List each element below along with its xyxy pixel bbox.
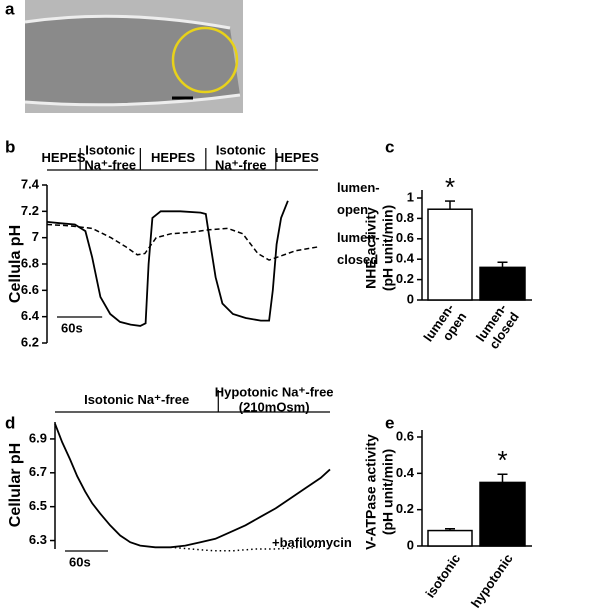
y-tick-label: 0.8 <box>396 210 414 225</box>
y-tick-label: 0.4 <box>396 251 415 266</box>
y-tick-label: 6.5 <box>29 498 47 513</box>
y-tick-label: 6.9 <box>29 430 47 445</box>
lumen-circle <box>171 26 239 94</box>
condition-label: HEPES <box>42 150 86 165</box>
category-label-group: lumen-closed <box>473 301 522 352</box>
y-tick-label: 0 <box>407 537 414 552</box>
y-tick-label: 6.6 <box>21 282 39 297</box>
y-tick-label: 6.7 <box>29 464 47 479</box>
series-label-line: lumen- <box>337 230 380 245</box>
y-tick-label: 6.4 <box>21 308 40 323</box>
series-label-line: lumen- <box>337 180 380 195</box>
y-axis-title: (pH unit/min) <box>380 449 396 535</box>
condition-label: Isotonic Na⁺-free <box>84 392 189 407</box>
significance-mark: * <box>497 445 507 475</box>
y-tick-label: 1 <box>407 189 414 204</box>
cell-body <box>25 16 240 105</box>
cell-edge <box>24 93 241 107</box>
y-tick-label: 7.4 <box>21 176 40 191</box>
x-tick-label: hypotonic <box>468 551 516 610</box>
y-tick-label: 0.6 <box>396 230 414 245</box>
micrograph <box>24 0 243 113</box>
condition-label: Isotonic Na⁺-free <box>215 143 267 173</box>
bar <box>427 529 473 547</box>
condition-label-line: HEPES <box>275 150 319 165</box>
data-line <box>46 200 289 327</box>
y-axis-title: Cellula pH <box>7 225 24 303</box>
y-tick-label: 0.6 <box>396 428 414 443</box>
category-label-group: hypotonic <box>468 551 516 610</box>
condition-label-line: HEPES <box>42 150 86 165</box>
condition-label: HEPES <box>151 150 195 165</box>
scale-bar-label: 60s <box>61 320 83 335</box>
bar <box>479 266 526 301</box>
y-tick-label: 6.2 <box>21 334 39 349</box>
panel-label: e <box>385 413 394 432</box>
y-tick-label: 0 <box>407 291 414 306</box>
data-line <box>54 423 331 549</box>
y-tick-label: 7.2 <box>21 203 39 218</box>
bar <box>427 208 473 301</box>
condition-label-line: Hypotonic Na⁺-free <box>215 385 334 400</box>
y-axis-title: NHE activity <box>363 207 379 289</box>
panel-label: d <box>5 413 15 432</box>
category-label-group: isotonic <box>422 551 463 600</box>
panel-label: c <box>385 137 394 156</box>
condition-label-line: Na⁺-free <box>215 158 267 173</box>
condition-label-line: (210mOsm) <box>239 400 310 415</box>
y-tick-label: 0.4 <box>396 465 415 480</box>
condition-label-line: Na⁺-free <box>84 158 136 173</box>
condition-label-line: HEPES <box>151 150 195 165</box>
y-tick-label: 6.8 <box>21 255 39 270</box>
y-axis-title: Cellular pH <box>7 443 24 527</box>
condition-label: Hypotonic Na⁺-free (210mOsm) <box>215 385 334 415</box>
bar <box>479 481 526 547</box>
condition-label: HEPES <box>275 150 319 165</box>
y-tick-label: 6.3 <box>29 532 47 547</box>
x-tick-label: isotonic <box>422 551 463 600</box>
y-tick-label: 0.2 <box>396 501 414 516</box>
condition-label-line: Isotonic <box>85 143 135 158</box>
series-label-line: +bafilomycin <box>272 535 352 550</box>
condition-label-line: Isotonic Na⁺-free <box>84 392 189 407</box>
condition-label-line: Isotonic <box>216 143 266 158</box>
y-tick-label: 0.2 <box>396 271 414 286</box>
series-label-line: closed <box>337 252 378 267</box>
category-label-group: lumen-open <box>420 301 469 345</box>
y-tick-label: 7 <box>32 229 39 244</box>
series-label: lumen-closed <box>337 230 380 267</box>
cell-edge <box>24 14 231 30</box>
panel-label: b <box>5 137 15 156</box>
series-label: lumen-open <box>337 180 380 217</box>
panel-label: a <box>5 0 15 18</box>
y-axis-title: (pH unit/min) <box>380 205 396 291</box>
y-axis-title: V-ATPase activity <box>363 434 379 550</box>
series-label: +bafilomycin <box>272 535 352 550</box>
significance-mark: * <box>445 172 455 202</box>
condition-label: Isotonic Na⁺-free <box>84 143 136 173</box>
series-label-line: open <box>337 202 368 217</box>
scale-bar-label: 60s <box>69 554 91 569</box>
